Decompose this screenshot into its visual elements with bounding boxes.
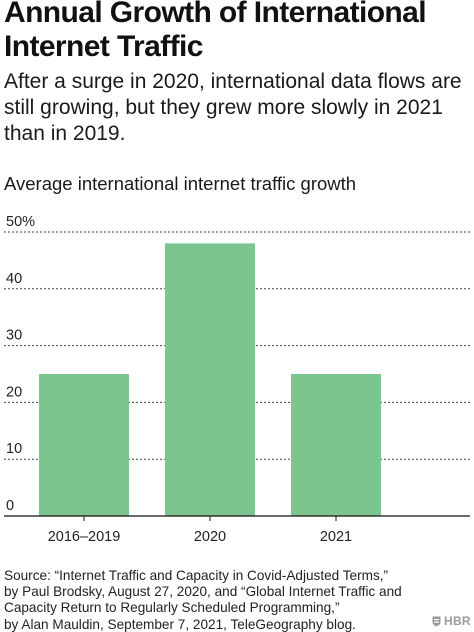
chart-title: Annual Growth of International Internet …	[4, 0, 427, 63]
y-tick-label: 20	[6, 384, 22, 400]
bar-chart: 0 10 20 30 40 50% 2016–2019 2020 2021	[0, 200, 474, 545]
chart-subtitle: After a surge in 2020, international dat…	[4, 70, 462, 145]
source-note: Source: “Internet Traffic and Capacity i…	[4, 568, 414, 632]
bar	[291, 374, 381, 516]
y-tick-label: 0	[6, 498, 14, 514]
source-line: Source: “Internet Traffic and Capacity i…	[4, 568, 389, 583]
source-line: by Alan Mauldin, September 7, 2021, Tele…	[4, 616, 356, 632]
bar	[165, 243, 255, 517]
y-tick-label: 50%	[6, 214, 35, 230]
y-tick-label: 30	[6, 328, 22, 344]
y-tick-label: 10	[6, 441, 22, 457]
chart-heading: Average international internet traffic g…	[4, 173, 357, 194]
y-tick-label: 40	[6, 271, 22, 287]
x-tick-label: 2016–2019	[48, 529, 121, 545]
bar-chart-svg: 0 10 20 30 40 50% 2016–2019 2020 2021	[4, 214, 470, 545]
bar	[39, 374, 129, 516]
x-tick-label: 2020	[194, 529, 226, 545]
logo-text: HBR	[444, 614, 471, 628]
source-line: Capacity Return to Regularly Scheduled P…	[4, 600, 340, 616]
shield-icon	[432, 616, 441, 626]
hbr-logo: HBR	[432, 614, 471, 628]
x-tick-label: 2021	[320, 529, 352, 545]
source-line: by Paul Brodsky, August 27, 2020, and “G…	[4, 584, 402, 600]
